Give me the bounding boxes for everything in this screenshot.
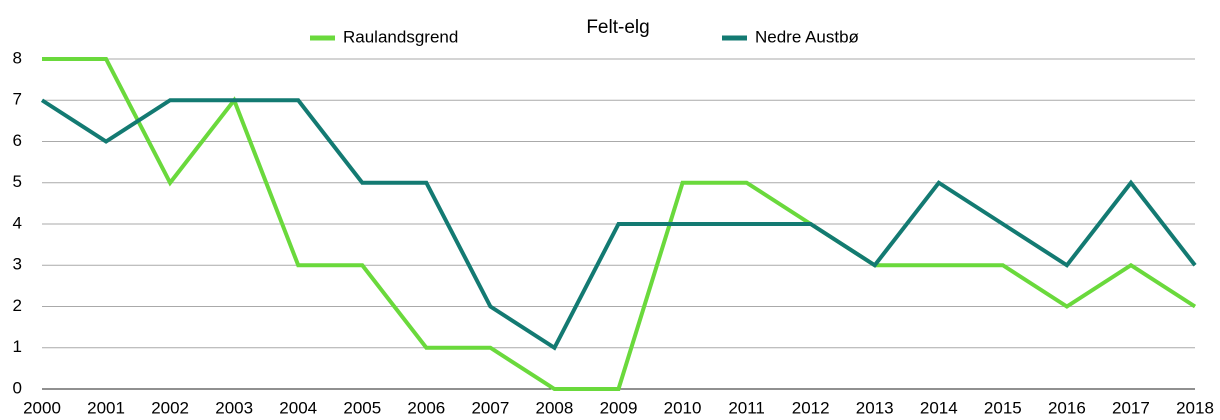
x-tick-label: 2015	[984, 398, 1022, 417]
y-tick-label: 1	[13, 337, 22, 356]
x-tick-label: 2006	[407, 398, 445, 417]
x-tick-label: 2002	[151, 398, 189, 417]
x-tick-label: 2008	[536, 398, 574, 417]
x-tick-label: 2005	[343, 398, 381, 417]
y-tick-label: 4	[13, 213, 22, 232]
x-tick-label: 2003	[215, 398, 253, 417]
y-tick-label: 2	[13, 296, 22, 315]
y-tick-label: 8	[13, 48, 22, 67]
y-tick-label: 7	[13, 90, 22, 109]
x-tick-label: 2013	[856, 398, 894, 417]
x-tick-label: 2000	[23, 398, 61, 417]
chart-title: Felt-elg	[586, 17, 649, 38]
x-tick-label: 2018	[1176, 398, 1214, 417]
x-tick-label: 2017	[1112, 398, 1150, 417]
x-tick-label: 2010	[664, 398, 702, 417]
y-tick-label: 6	[13, 131, 22, 150]
x-tick-label: 2014	[920, 398, 958, 417]
legend-label: Nedre Austbø	[755, 27, 859, 46]
x-tick-label: 2011	[728, 398, 765, 417]
x-tick-label: 2007	[471, 398, 509, 417]
y-tick-label: 3	[13, 255, 22, 274]
legend-label: Raulandsgrend	[343, 27, 458, 46]
y-tick-label: 0	[13, 378, 22, 397]
x-tick-label: 2009	[600, 398, 638, 417]
y-tick-label: 5	[13, 172, 22, 191]
x-tick-label: 2001	[87, 398, 125, 417]
x-tick-label: 2012	[792, 398, 830, 417]
x-tick-label: 2004	[279, 398, 317, 417]
series-line	[40, 98, 1197, 351]
x-tick-label: 2016	[1048, 398, 1086, 417]
